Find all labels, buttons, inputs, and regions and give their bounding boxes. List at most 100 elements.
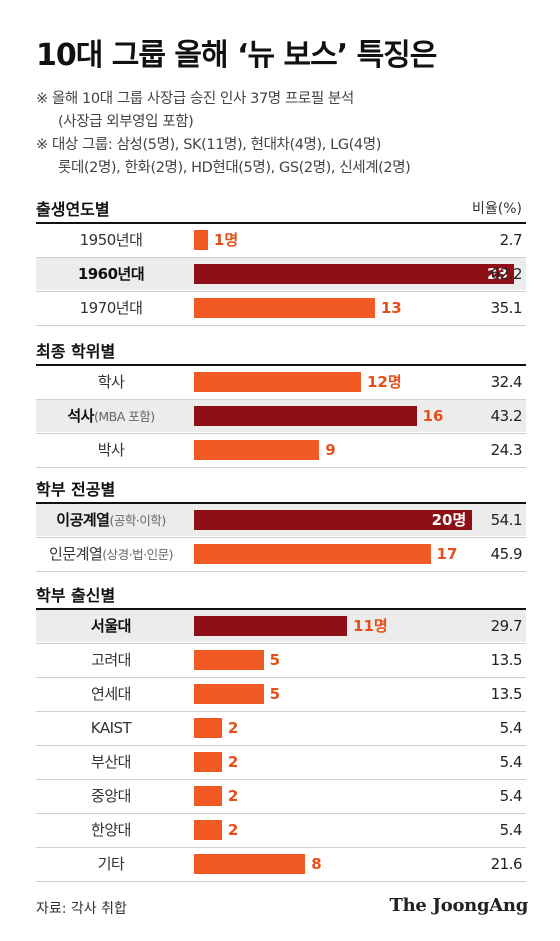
percent-value: 13.5 xyxy=(490,685,523,703)
category-name: 석사 xyxy=(67,407,94,425)
percent-value: 5.4 xyxy=(499,821,523,839)
category-label: 1970년대 xyxy=(36,292,186,324)
row-divider xyxy=(36,711,526,712)
category-label: 석사(MBA 포함) xyxy=(36,400,186,432)
bar xyxy=(194,230,208,250)
bar xyxy=(194,820,222,840)
bar-value-label: 11명 xyxy=(353,617,388,635)
category-name: 1950년대 xyxy=(79,231,143,249)
percent-value: 54.1 xyxy=(490,511,523,529)
category-label: 1960년대 xyxy=(36,258,186,290)
bar-value-label: 23 xyxy=(487,265,508,283)
row-divider xyxy=(36,813,526,814)
category-name: 박사 xyxy=(97,441,125,459)
chart-row: 기타 8 21.6 xyxy=(36,848,526,880)
percent-value: 5.4 xyxy=(499,753,523,771)
bar xyxy=(194,544,431,564)
category-name: KAIST xyxy=(90,719,132,737)
category-label: 인문계열(상경·법·인문) xyxy=(36,538,186,570)
section-title: 출생연도별 비율(%) xyxy=(36,196,526,220)
row-divider xyxy=(36,467,526,468)
bar xyxy=(194,752,222,772)
row-divider xyxy=(36,847,526,848)
percent-value: 43.2 xyxy=(490,407,523,425)
percent-value: 13.5 xyxy=(490,651,523,669)
chart-title: 10대 그룹 올해 ‘뉴 보스’ 특징은 xyxy=(36,38,437,73)
percent-value: 21.6 xyxy=(490,855,523,873)
section-title-text: 학부 전공별 xyxy=(36,480,116,499)
chart-row: 박사 9 24.3 xyxy=(36,434,526,466)
category-label: 중앙대 xyxy=(36,780,186,812)
row-divider xyxy=(36,571,526,572)
category-name: 1960년대 xyxy=(77,265,145,283)
bar-value-label: 2 xyxy=(227,821,239,839)
chart-row: 고려대 5 13.5 xyxy=(36,644,526,676)
bar xyxy=(194,440,320,460)
note-line: ※ 올해 10대 그룹 사장급 승진 인사 37명 프로필 분석 xyxy=(36,91,354,107)
section-title-text: 학부 출신별 xyxy=(36,586,116,605)
bar xyxy=(194,854,306,874)
bar-value-label: 2 xyxy=(227,753,239,771)
percent-value: 5.4 xyxy=(499,787,523,805)
section-divider xyxy=(36,222,526,224)
category-name: 중앙대 xyxy=(91,787,131,805)
bar xyxy=(194,684,264,704)
note-line: 롯데(2명), 한화(2명), HD현대(5명), GS(2명), 신세계(2명… xyxy=(58,160,411,176)
section-title: 학부 전공별 xyxy=(36,476,526,500)
percent-value: 24.3 xyxy=(490,441,523,459)
bar-value-label: 5 xyxy=(269,685,280,703)
chart-row: 1950년대 1명 2.7 xyxy=(36,224,526,256)
chart-row: 인문계열(상경·법·인문) 17 45.9 xyxy=(36,538,526,570)
row-divider xyxy=(36,779,526,780)
note-line: (사장급 외부영입 포함) xyxy=(58,114,194,130)
category-label: 서울대 xyxy=(36,610,186,642)
bar xyxy=(194,298,375,318)
percent-value: 5.4 xyxy=(499,719,523,737)
chart-row: 석사(MBA 포함) 16 43.2 xyxy=(36,400,526,432)
bar-value-label: 1명 xyxy=(213,231,239,249)
chart-row: 중앙대 2 5.4 xyxy=(36,780,526,812)
category-name: 서울대 xyxy=(91,617,131,635)
bar-value-label: 5 xyxy=(269,651,280,669)
section-divider xyxy=(36,608,526,610)
row-divider xyxy=(36,257,526,258)
chart-row: 1970년대 13 35.1 xyxy=(36,292,526,324)
percent-value: 32.4 xyxy=(490,373,523,391)
section-title: 최종 학위별 xyxy=(36,338,526,362)
category-label: 기타 xyxy=(36,848,186,880)
category-sublabel: (상경·법·인문) xyxy=(102,547,173,562)
bar-value-label: 13 xyxy=(380,299,402,317)
notes: ※ 올해 10대 그룹 사장급 승진 인사 37명 프로필 분석 (사장급 외부… xyxy=(36,88,536,180)
bar-value-label: 16 xyxy=(422,407,444,425)
section-divider xyxy=(36,364,526,366)
publisher-logo: The JoongAng xyxy=(389,895,529,916)
row-divider xyxy=(36,291,526,292)
chart-row: 부산대 2 5.4 xyxy=(36,746,526,778)
bar-value-label: 17 xyxy=(436,545,458,563)
bar xyxy=(194,406,417,426)
bar-value-label: 9 xyxy=(325,441,336,459)
bar xyxy=(194,510,473,530)
bar xyxy=(194,264,514,284)
category-name: 1970년대 xyxy=(79,299,143,317)
chart-row: 1960년대 23 62.2 xyxy=(36,258,526,290)
bar-value-label: 20명 xyxy=(431,511,467,529)
chart-row: 연세대 5 13.5 xyxy=(36,678,526,710)
category-name: 연세대 xyxy=(91,685,131,703)
category-label: 1950년대 xyxy=(36,224,186,256)
bar xyxy=(194,616,348,636)
section-title: 학부 출신별 xyxy=(36,582,526,606)
category-label: 한양대 xyxy=(36,814,186,846)
chart-row: 학사 12명 32.4 xyxy=(36,366,526,398)
row-divider xyxy=(36,745,526,746)
row-divider xyxy=(36,643,526,644)
chart-row: 한양대 2 5.4 xyxy=(36,814,526,846)
category-name: 이공계열 xyxy=(56,511,110,529)
chart-row: 이공계열(공학·이학) 20명 54.1 xyxy=(36,504,526,536)
percent-value: 62.2 xyxy=(490,265,523,283)
note-line: ※ 대상 그룹: 삼성(5명), SK(11명), 현대차(4명), LG(4명… xyxy=(36,137,381,153)
category-name: 한양대 xyxy=(91,821,131,839)
bar xyxy=(194,372,361,392)
category-label: 학사 xyxy=(36,366,186,398)
section-title-text: 최종 학위별 xyxy=(36,342,116,361)
